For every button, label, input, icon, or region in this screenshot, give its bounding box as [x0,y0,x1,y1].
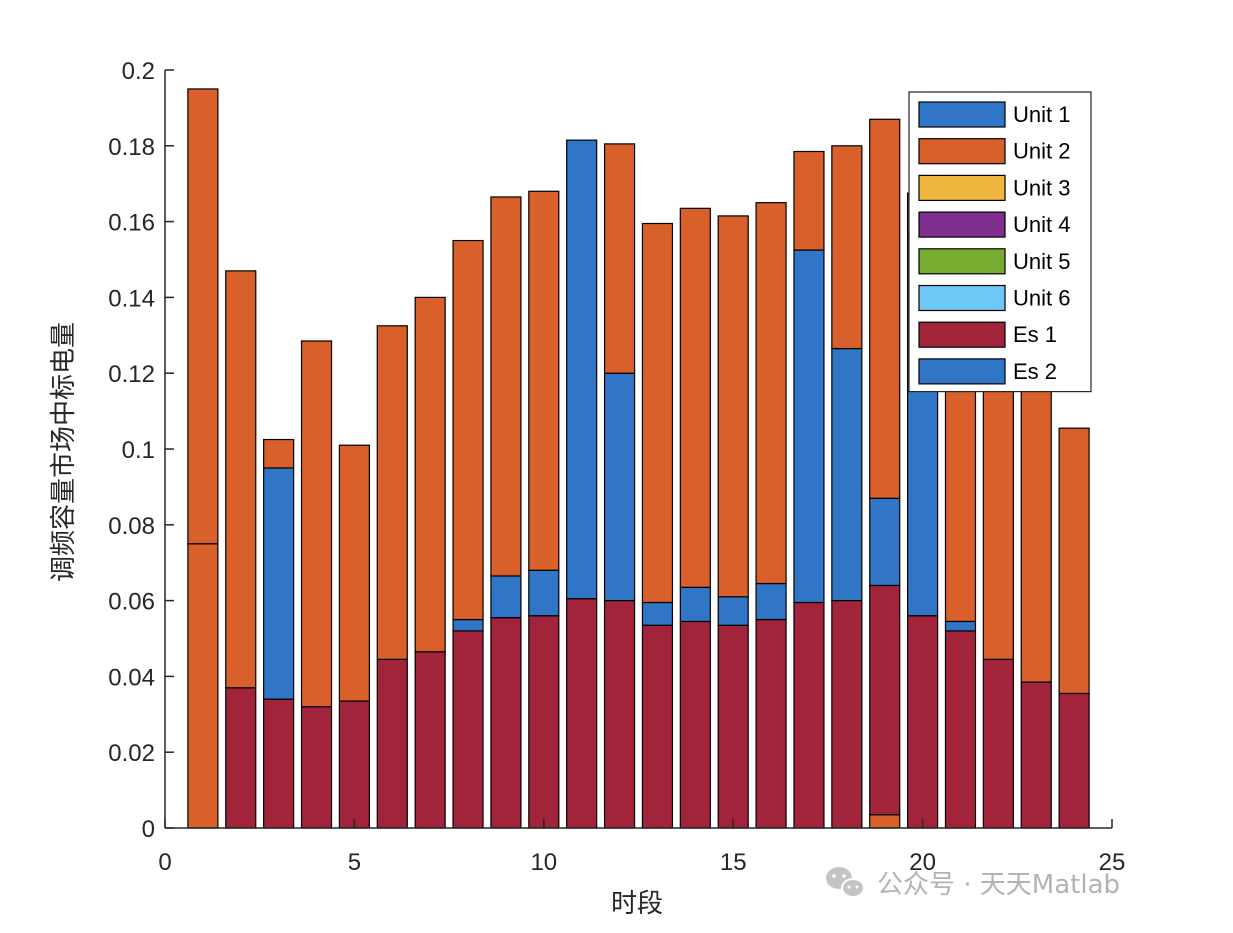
bar-segment-9-t15 [717,215,749,598]
bar-segment-7-t19 [869,584,901,816]
y-tick-label: 0.04 [108,664,155,691]
y-tick-label: 0 [142,816,155,843]
legend-label: Unit 3 [1013,175,1070,200]
bar-segment-9-t13 [641,222,674,604]
x-axis-title: 时段 [611,889,663,919]
bar-segment-7-t15 [717,624,749,829]
axes-group: 0 0.02 0.04 0.06 0.08 0.1 0.12 0.14 0.16 0.18 0.2 0… [108,58,1125,876]
bar-segment-8-t15 [717,596,749,626]
bar-segment-8-t3 [263,467,295,700]
bar-segment-9-t3 [263,438,295,469]
watermark: 公众号 · 天天Matlab [826,867,1120,900]
legend-swatch [918,138,1006,165]
bar-segment-9-t8 [452,239,484,621]
bar-segment-7-t7 [414,651,446,829]
bar-segment-7-t21 [944,630,977,829]
y-tick-label: 0.1 [122,437,155,464]
bar-segment-7-t23 [1020,681,1052,829]
bar-segment-9-t4 [300,340,333,708]
watermark-text: 公众号 · 天天Matlab [877,870,1120,900]
y-tick-label: 0.16 [108,210,155,237]
bar-segment-8-t11 [566,139,598,600]
legend-swatch [918,174,1006,201]
bar-segment-7-t8 [452,630,484,829]
legend-swatch [918,284,1006,312]
legend-swatch [918,101,1006,128]
legend-swatch [918,321,1006,348]
bar-segment-10-t1 [187,543,219,829]
bar-segment-7-t4 [300,706,333,829]
bar-segment-7-t18 [831,599,863,829]
legend-label: Unit 6 [1013,286,1070,311]
bar-segment-7-t12 [603,599,636,829]
wechat-icon [826,867,865,898]
bar-segment-8-t17 [793,249,825,604]
bar-segment-7-t5 [338,700,370,829]
y-tick-label: 0.12 [108,361,155,388]
bar-segment-8-t9 [490,575,522,619]
legend-swatch [918,248,1006,275]
bar-segment-7-t24 [1058,692,1090,829]
y-tick-label: 0.14 [108,285,155,312]
bar-segment-9-t24 [1058,427,1090,695]
bar-segment-7-t13 [641,624,674,829]
bar-segment-7-t22 [982,658,1014,829]
bar-segment-9-t5 [338,444,370,702]
bar-segment-8-t16 [755,582,787,621]
legend-label: Es 1 [1013,322,1057,347]
bar-segment-9-t7 [414,296,446,653]
bar-segment-7-t2 [225,687,257,829]
bar-segment-8-t13 [641,601,674,626]
legend-label: Unit 4 [1013,212,1070,237]
bar-segment-7-t11 [566,598,598,829]
bar-segment-8-t8 [452,618,484,632]
bar-segment-2-t19 [869,814,901,829]
x-tick-label: 10 [530,849,557,876]
y-tick-label: 0.02 [108,740,155,767]
legend-label: Es 2 [1013,359,1057,384]
bar-segment-9-t6 [376,325,408,660]
bar-segment-8-t21 [944,620,977,632]
bar-segment-9-t1 [187,88,219,545]
bar-segment-9-t17 [793,150,825,251]
bar-segment-9-t2 [225,270,257,689]
bar-segment-7-t10 [528,615,560,829]
bar-segment-9-t18 [831,145,863,350]
bar-segment-7-t3 [263,698,295,829]
x-tick-label: 20 [909,849,936,876]
bar-segment-9-t19 [869,118,901,499]
bar-segment-7-t16 [755,618,787,829]
bar-segment-8-t12 [603,372,636,602]
bar-segment-7-t17 [793,601,825,829]
bar-segment-9-t12 [603,143,636,374]
bar-segment-7-t9 [490,617,522,829]
x-tick-label: 0 [158,849,171,876]
legend-label: Unit 5 [1013,249,1070,274]
y-tick-label: 0.2 [122,58,155,85]
y-tick-label: 0.06 [108,589,155,616]
x-tick-label: 15 [720,849,747,876]
x-tick-label: 5 [348,849,361,876]
y-tick-label: 0.18 [108,134,155,161]
bar-segment-7-t20 [906,615,939,829]
y-axis-title: 调频容量市场中标电量 [49,322,79,582]
legend: Unit 1 Unit 2 Unit 3 Unit 4 Unit 5 Unit 6 Es 1… [908,91,1092,393]
legend-label: Unit 1 [1013,102,1070,127]
bar-segment-8-t10 [528,569,560,617]
y-tick-label: 0.08 [108,513,155,540]
x-tick-label: 25 [1099,849,1126,876]
bar-segment-8-t19 [869,497,901,587]
bar-segment-9-t16 [755,202,787,585]
bar-segment-9-t10 [528,190,560,571]
bar-segment-7-t14 [679,620,711,829]
legend-label: Unit 2 [1013,139,1070,164]
bar-segment-8-t18 [831,347,863,602]
bar-segment-7-t6 [376,658,408,829]
bar-segment-9-t9 [490,196,522,577]
legend-swatch [918,358,1006,385]
bar-segment-9-t14 [679,207,711,588]
bar-segment-8-t14 [679,586,711,623]
legend-swatch [918,211,1006,238]
